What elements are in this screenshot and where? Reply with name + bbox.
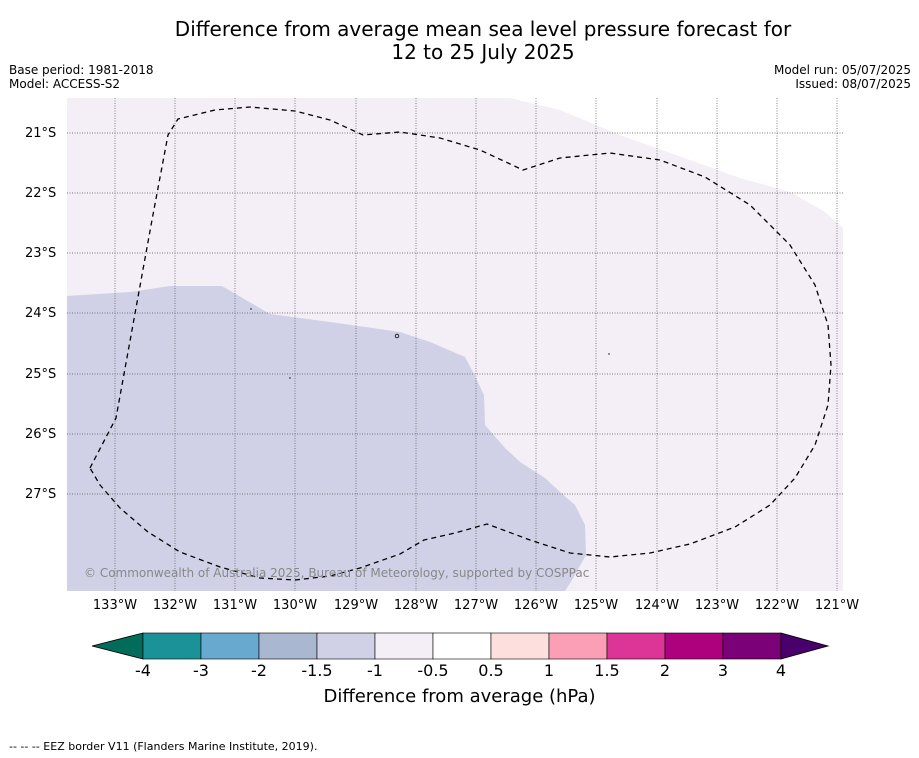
colorbar-tick-label: -3	[193, 661, 209, 680]
colorbar-tick-label: 0.5	[478, 661, 504, 680]
title-line-1: Difference from average mean sea level p…	[174, 17, 792, 41]
longitude-label: 127°W	[453, 598, 499, 613]
island-marker	[608, 353, 610, 355]
colorbar-title: Difference from average (hPa)	[323, 686, 596, 707]
colorbar-segment	[200, 632, 260, 660]
longitude-label: 129°W	[333, 598, 379, 613]
latitude-label: 23°S	[25, 246, 57, 261]
eez-legend-footer: -- -- -- EEZ border V11 (Flanders Marine…	[9, 740, 318, 753]
latitude-label: 21°S	[25, 126, 57, 141]
issued-date: Issued: 08/07/2025	[795, 77, 911, 91]
colorbar-tick-label: 2	[659, 661, 671, 680]
latitude-label: 22°S	[25, 186, 57, 201]
colorbar-segment	[142, 632, 202, 660]
title-line-2: 12 to 25 July 2025	[391, 40, 575, 64]
longitude-label: 128°W	[393, 598, 439, 613]
colorbar-segment	[606, 632, 666, 660]
longitude-label: 122°W	[754, 598, 800, 613]
colorbar-tick-label: -0.5	[417, 661, 449, 680]
anomaly-region-dark	[67, 286, 586, 591]
latitude-label: 27°S	[25, 487, 57, 502]
island-marker	[250, 308, 252, 310]
colorbar-segment	[490, 632, 550, 660]
longitude-label: 124°W	[634, 598, 680, 613]
colorbar-segment	[664, 632, 724, 660]
longitude-label: 133°W	[92, 598, 138, 613]
map-title: Difference from average mean sea level p…	[0, 18, 919, 64]
island-marker	[289, 377, 291, 379]
colorbar-over-arrow	[780, 632, 830, 660]
base-period: Base period: 1981-2018	[9, 63, 154, 77]
colorbar-segment	[548, 632, 608, 660]
meta-left: Base period: 1981-2018 Model: ACCESS-S2	[9, 63, 154, 91]
eez-border	[89, 106, 832, 581]
colorbar-segment	[722, 632, 782, 660]
latitude-label: 25°S	[25, 367, 57, 382]
longitude-label: 132°W	[152, 598, 198, 613]
colorbar-segment	[316, 632, 376, 660]
longitude-label: 121°W	[814, 598, 860, 613]
colorbar-tick-label: -1	[367, 661, 383, 680]
meta-right: Model run: 05/07/2025 Issued: 08/07/2025	[774, 63, 911, 91]
longitude-label: 126°W	[513, 598, 559, 613]
model-run: Model run: 05/07/2025	[773, 63, 911, 77]
colorbar-tick-label: 3	[717, 661, 729, 680]
colorbar-tick-label: 1.5	[594, 661, 620, 680]
model-name: Model: ACCESS-S2	[9, 77, 121, 91]
copyright-notice: © Commonwealth of Australia 2025, Bureau…	[84, 566, 590, 580]
colorbar-segment	[258, 632, 318, 660]
colorbar-tick-label: 4	[775, 661, 787, 680]
colorbar-tick-label: 1	[543, 661, 555, 680]
colorbar-tick-label: -1.5	[301, 661, 333, 680]
colorbar-tick-label: -4	[135, 661, 151, 680]
longitude-label: 131°W	[212, 598, 258, 613]
longitude-label: 123°W	[694, 598, 740, 613]
colorbar	[91, 632, 830, 660]
colorbar-segment	[432, 632, 492, 660]
colorbar-segment	[374, 632, 434, 660]
longitude-label: 125°W	[573, 598, 619, 613]
longitude-label: 130°W	[272, 598, 318, 613]
island-marker	[394, 333, 400, 339]
colorbar-under-arrow	[91, 632, 144, 660]
latitude-label: 26°S	[25, 427, 57, 442]
colorbar-tick-label: -2	[251, 661, 267, 680]
grid-lines	[67, 98, 843, 591]
latitude-label: 24°S	[25, 306, 57, 321]
